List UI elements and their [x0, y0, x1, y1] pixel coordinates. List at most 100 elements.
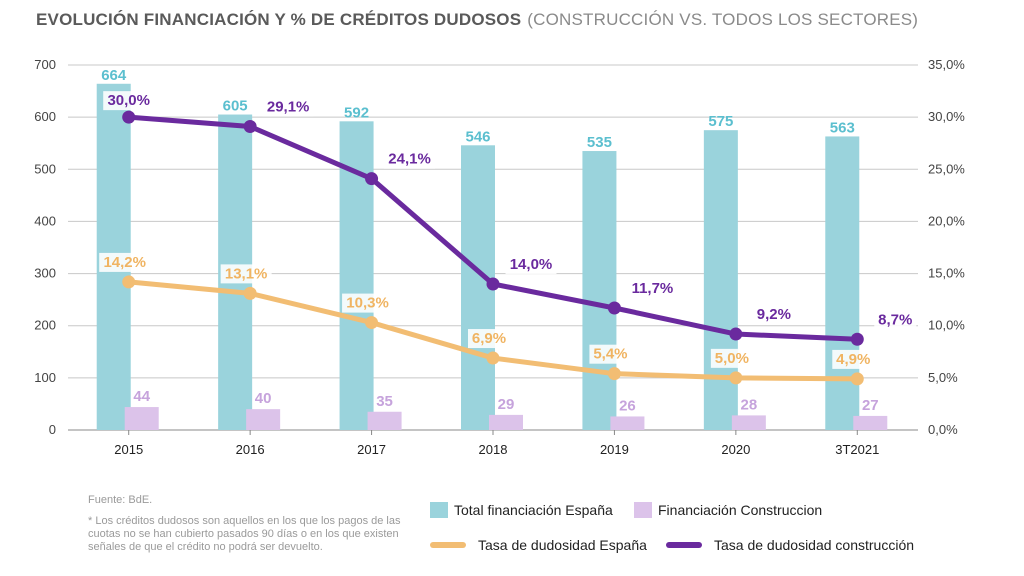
bar-total-label: 563 — [830, 119, 855, 136]
label-tasa-espana: 5,4% — [593, 346, 627, 363]
point-tasa-espana — [365, 316, 379, 330]
y-left-tick-label: 100 — [34, 370, 56, 385]
point-tasa-espana — [486, 351, 500, 365]
chart-title: EVOLUCIÓN FINANCIACIÓN Y % DE CRÉDITOS D… — [36, 10, 918, 30]
legend-swatch-tasa-construccion — [666, 542, 702, 548]
y-right-tick-label: 5,0% — [928, 370, 958, 385]
point-tasa-construccion — [850, 332, 864, 346]
label-tasa-construccion: 14,0% — [510, 256, 553, 273]
y-left-tick-label: 0 — [49, 422, 56, 437]
y-left-tick-label: 300 — [34, 266, 56, 281]
point-tasa-espana — [850, 372, 864, 386]
label-bg-tasa-construccion — [262, 97, 314, 117]
y-right-tick-label: 10,0% — [928, 318, 965, 333]
y-left-tick-label: 200 — [34, 318, 56, 333]
label-bg-tasa-espana — [99, 252, 151, 272]
legend-item-tasa-construccion: Tasa de dudosidad construcción — [666, 537, 914, 553]
label-tasa-espana: 13,1% — [225, 265, 268, 282]
point-tasa-construccion — [122, 110, 136, 124]
x-tick-label: 2016 — [236, 442, 265, 457]
bar-construccion-label: 28 — [741, 396, 758, 413]
label-tasa-espana: 10,3% — [346, 295, 389, 312]
bar-construccion — [610, 416, 645, 430]
legend-swatch-tasa-espana — [430, 542, 466, 548]
point-tasa-espana — [122, 275, 136, 289]
label-bg-tasa-construccion — [103, 91, 155, 111]
bar-total — [582, 151, 617, 431]
legend-label-construccion: Financiación Construccion — [658, 502, 823, 518]
bar-construccion-label: 35 — [376, 393, 393, 410]
legend-label-tasa-construccion: Tasa de dudosidad construcción — [714, 537, 915, 553]
point-tasa-construccion — [486, 277, 500, 291]
x-tick-label: 2017 — [357, 442, 386, 457]
y-left-tick-label: 500 — [34, 161, 56, 176]
label-tasa-construccion: 30,0% — [107, 92, 150, 109]
chart-title-main: EVOLUCIÓN FINANCIACIÓN Y % DE CRÉDITOS D… — [36, 10, 522, 29]
bar-construccion — [367, 411, 402, 430]
bar-construccion — [489, 414, 523, 430]
source-note: Fuente: BdE. — [88, 494, 153, 506]
bar-construccion — [731, 415, 766, 430]
legend-swatch-total — [430, 502, 448, 518]
bar-total-label: 664 — [101, 67, 127, 84]
bar-construccion-label: 44 — [133, 388, 150, 405]
bar-construccion-label: 29 — [498, 396, 515, 413]
y-right-tick-label: 20,0% — [928, 213, 965, 228]
label-bg-tasa-construccion — [505, 255, 557, 274]
legend-label-total: Total financiación España — [454, 502, 613, 518]
footnote: * Los créditos dudosos son aquellos en l… — [88, 515, 401, 553]
x-tick-label: 2015 — [114, 442, 143, 457]
bar-total-label: 546 — [465, 128, 490, 145]
bar-total — [703, 130, 738, 430]
x-tick-label: 3T2021 — [835, 442, 879, 457]
label-bg-tasa-construccion — [874, 310, 917, 330]
bar-construccion-label: 26 — [619, 397, 636, 414]
y-right-tick-label: 0,0% — [928, 422, 958, 437]
point-tasa-construccion — [243, 120, 257, 134]
bar-total-label: 592 — [344, 104, 369, 121]
label-tasa-construccion: 24,1% — [388, 151, 431, 168]
label-tasa-espana: 5,0% — [715, 350, 749, 367]
label-tasa-espana: 6,9% — [472, 330, 506, 347]
label-bg-tasa-construccion — [626, 278, 678, 298]
legend-swatch-construccion — [634, 502, 652, 518]
point-tasa-construccion — [365, 172, 379, 186]
bar-total-label: 535 — [587, 134, 612, 151]
point-tasa-espana — [729, 371, 743, 385]
label-tasa-construccion: 9,2% — [757, 306, 791, 323]
chart-notes: Fuente: BdE. * Los créditos dudosos son … — [88, 494, 408, 554]
point-tasa-espana — [243, 286, 257, 300]
y-right-tick-label: 15,0% — [928, 266, 965, 281]
label-bg-tasa-espana — [589, 344, 632, 364]
y-right-tick-label: 35,0% — [928, 57, 965, 72]
label-tasa-construccion: 29,1% — [267, 99, 310, 116]
legend-item-total: Total financiación España — [430, 502, 613, 518]
x-tick-label: 2019 — [600, 442, 629, 457]
label-bg-tasa-construccion — [752, 305, 795, 325]
label-tasa-espana: 14,2% — [103, 254, 146, 271]
bar-construccion — [124, 407, 159, 430]
point-tasa-construccion — [607, 301, 621, 315]
chart-plot: 0 100 200 300 400 500 600 700 0,0% 5,0% 10,0% 15,0%… — [34, 57, 965, 457]
bar-construccion — [853, 415, 888, 430]
label-bg-tasa-espana — [832, 349, 875, 369]
label-tasa-espana: 4,9% — [836, 351, 870, 368]
label-bg-tasa-espana — [342, 293, 394, 313]
bar-total — [825, 136, 860, 430]
point-tasa-construccion — [729, 327, 743, 341]
point-tasa-espana — [607, 367, 621, 381]
chart-title-subtitle: (CONSTRUCCIÓN VS. TODOS LOS SECTORES) — [527, 10, 919, 29]
bar-construccion-label: 40 — [255, 390, 272, 407]
x-tick-label: 2020 — [721, 442, 750, 457]
label-bg-tasa-espana — [468, 329, 510, 349]
legend-item-construccion: Financiación Construccion — [634, 502, 822, 518]
label-tasa-construccion: 11,7% — [632, 280, 674, 297]
y-right-tick-label: 30,0% — [928, 109, 965, 124]
legend-item-tasa-espana: Tasa de dudosidad España — [430, 537, 647, 553]
bar-total-label: 605 — [223, 98, 248, 115]
x-tick-label: 2018 — [479, 442, 508, 457]
bar-construccion — [246, 409, 281, 430]
label-bg-tasa-espana — [220, 264, 272, 284]
legend-label-tasa-espana: Tasa de dudosidad España — [478, 537, 647, 553]
label-bg-tasa-espana — [710, 348, 753, 368]
